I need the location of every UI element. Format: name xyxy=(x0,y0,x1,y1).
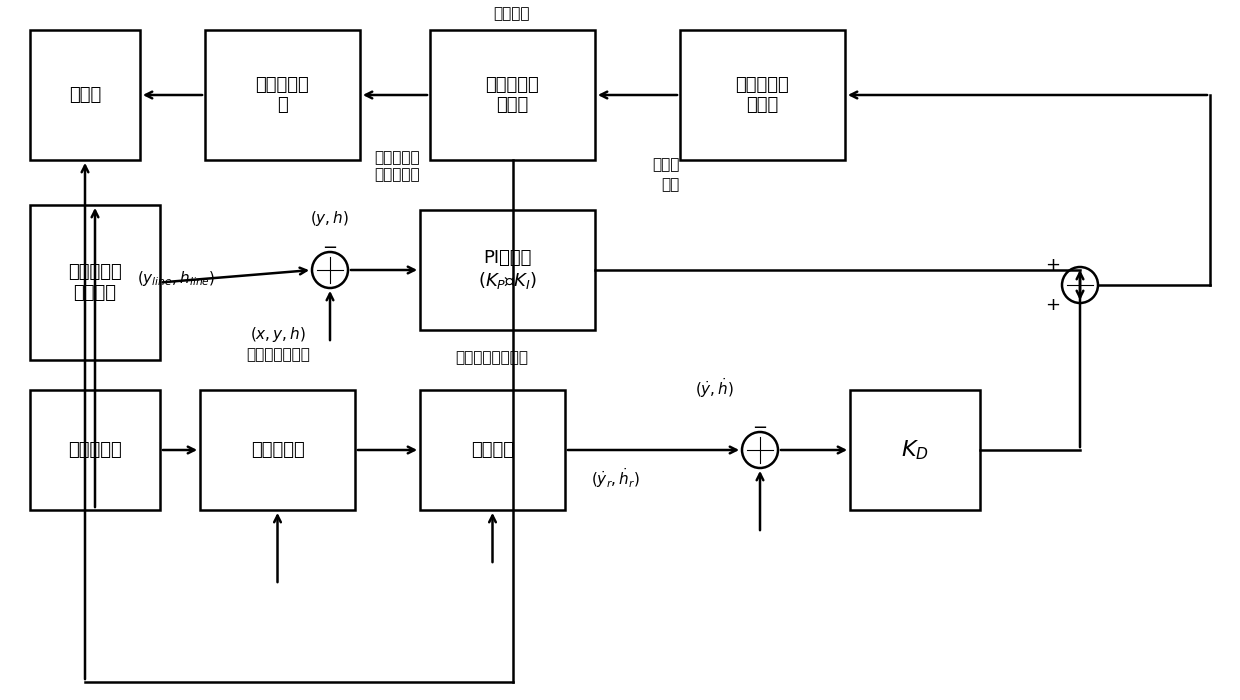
Text: $(\dot{y}_r,\dot{h}_r)$: $(\dot{y}_r,\dot{h}_r)$ xyxy=(591,466,640,490)
FancyBboxPatch shape xyxy=(849,390,980,510)
Text: 期望速度: 期望速度 xyxy=(471,441,515,459)
FancyBboxPatch shape xyxy=(30,390,160,510)
Text: 指令迎角和: 指令迎角和 xyxy=(374,167,420,183)
Text: 二级逆动力
学解算: 二级逆动力 学解算 xyxy=(486,76,539,114)
Text: 姿态控制回
路: 姿态控制回 路 xyxy=(255,76,309,114)
Circle shape xyxy=(742,432,777,468)
FancyBboxPatch shape xyxy=(200,390,355,510)
Text: PI控制律
($K_P$和$K_I$): PI控制律 ($K_P$和$K_I$) xyxy=(477,249,537,291)
Text: 无人机: 无人机 xyxy=(69,86,102,104)
Text: 指令: 指令 xyxy=(662,178,680,193)
Text: −: − xyxy=(322,239,337,257)
FancyBboxPatch shape xyxy=(30,205,160,360)
Circle shape xyxy=(312,252,348,288)
Text: 航迹滚转角: 航迹滚转角 xyxy=(374,150,420,165)
Text: $(y,h)$: $(y,h)$ xyxy=(310,209,350,228)
Circle shape xyxy=(1061,267,1097,303)
FancyBboxPatch shape xyxy=(420,390,565,510)
FancyBboxPatch shape xyxy=(205,30,360,160)
Text: +: + xyxy=(1045,256,1060,274)
Text: $(x,y,h)$: $(x,y,h)$ xyxy=(250,326,306,344)
Text: 对应的各直
线轨迹段: 对应的各直 线轨迹段 xyxy=(68,263,122,302)
Text: 一级逆动力
学解算: 一级逆动力 学解算 xyxy=(735,76,790,114)
FancyBboxPatch shape xyxy=(680,30,844,160)
Text: $(y_{line},h_{line})$: $(y_{line},h_{line})$ xyxy=(136,269,215,288)
Text: −: − xyxy=(753,419,768,437)
Text: 期望航迹角: 期望航迹角 xyxy=(250,441,304,459)
FancyBboxPatch shape xyxy=(30,30,140,160)
Text: $(\dot{y},\dot{h})$: $(\dot{y},\dot{h})$ xyxy=(696,376,734,400)
Text: 设定的无人机地速: 设定的无人机地速 xyxy=(455,351,528,365)
Text: 指令航路点: 指令航路点 xyxy=(68,441,122,459)
Text: 指令推力: 指令推力 xyxy=(494,6,531,22)
FancyBboxPatch shape xyxy=(420,210,595,330)
Text: 航迹角: 航迹角 xyxy=(652,158,680,172)
Text: +: + xyxy=(1045,296,1060,314)
Text: 无人机当前位置: 无人机当前位置 xyxy=(246,347,310,363)
FancyBboxPatch shape xyxy=(430,30,595,160)
Text: $K_D$: $K_D$ xyxy=(901,438,929,462)
